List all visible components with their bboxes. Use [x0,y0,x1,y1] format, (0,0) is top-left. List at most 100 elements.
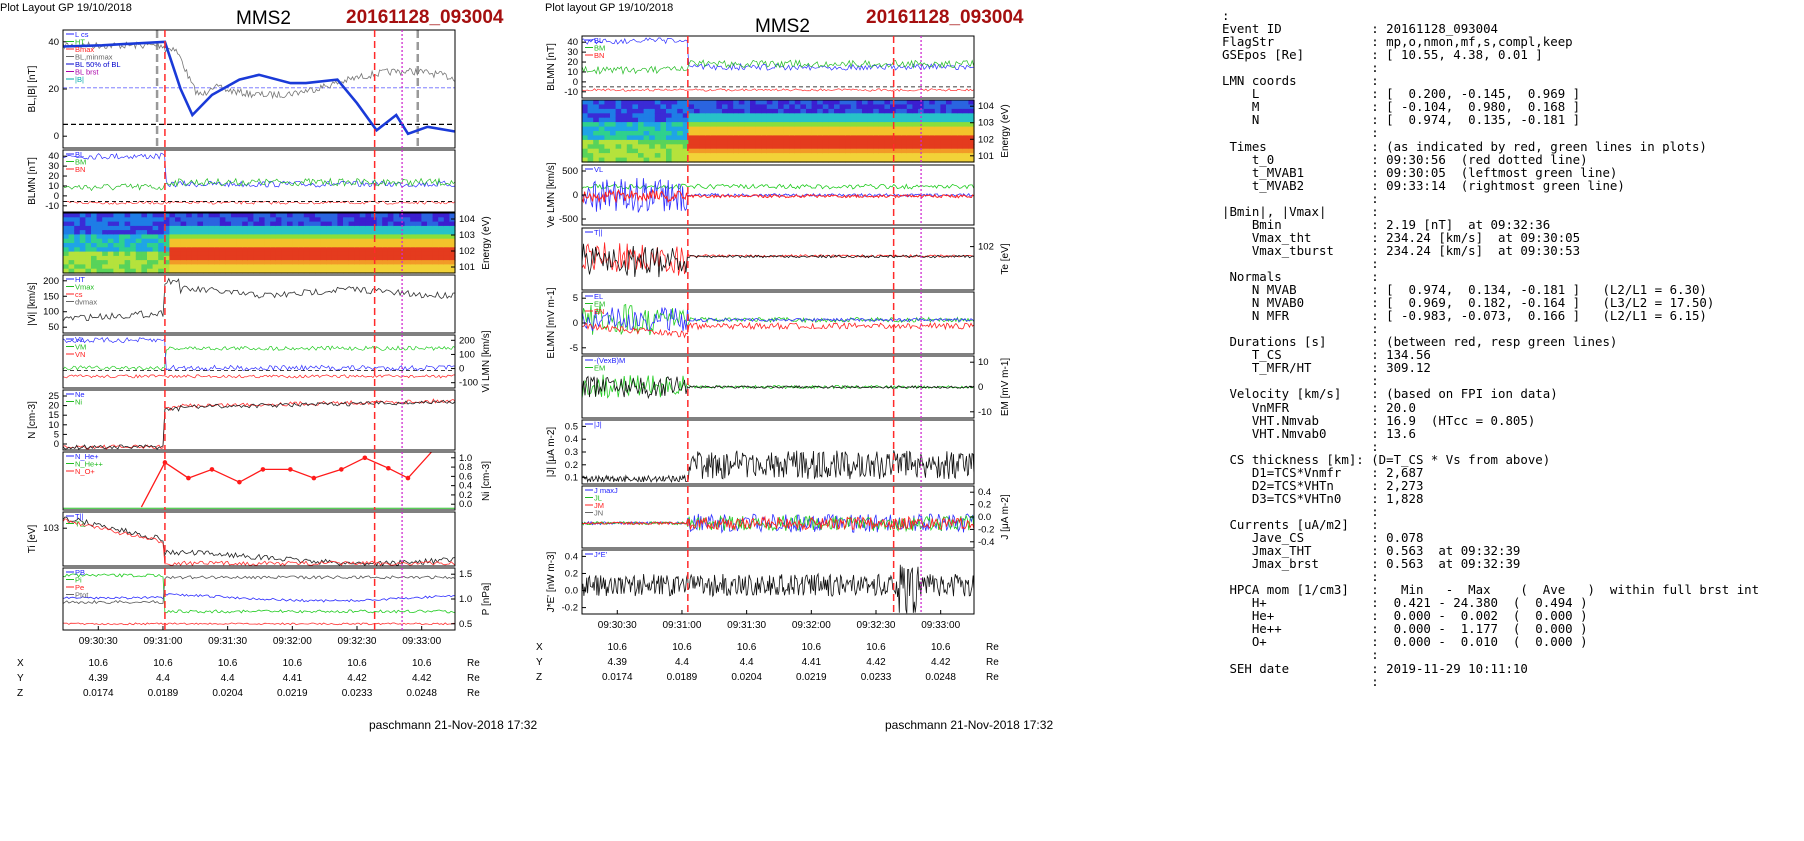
y-tick-label: -0.4 [978,537,994,548]
panel-frame [62,29,456,149]
panel-frame [62,274,456,334]
summary-line: : [1222,60,1379,76]
summary-line: N MFR : [ -0.983, -0.073, 0.166 ] (L2/L1… [1222,308,1707,324]
x-tick-label: 09:32:00 [792,620,831,631]
orbit-value: 10.6 [153,658,173,669]
he-pp-point [311,475,317,481]
he-pp-point [405,475,411,481]
summary-line: Bmin : 2.19 [nT] at 09:32:36 [1222,216,1551,232]
bn-line [581,88,975,92]
summary-line: H+ : 0.421 - 24.380 ( 0.494 ) [1222,595,1588,611]
panel-frame [581,35,975,99]
ti-perp-line [62,518,456,567]
right-spacecraft-title: MMS2 [755,16,810,37]
y-tick-label: 20 [48,171,59,182]
event-summary: : Event ID : 20161128_093004 FlagStr : mp,… [1222,8,1800,808]
summary-line: : [1222,647,1379,663]
summary-line: : [1222,190,1379,206]
y-tick-label: 5 [54,429,59,440]
he-pp-point [237,479,242,485]
he-pp-point [260,467,266,472]
summary-line: T_CS : 134.56 [1222,347,1431,363]
legend-label: Pi [75,576,82,585]
orbit-value: 10.6 [802,642,822,653]
orbit-value: 0.0174 [602,672,633,683]
y-tick-label: 102 [459,246,475,257]
orbit-value: 10.6 [672,642,692,653]
legend-label: BL [594,36,603,45]
summary-line: CS thickness [km]: (D=T_CS * Vs from abo… [1222,451,1551,467]
summary-line: D3=TCS*VHTn0 : 1,828 [1222,490,1424,506]
summary-line: : [1222,438,1379,454]
orbit-value: 0.0204 [731,672,762,683]
panel-frame [62,334,456,389]
y-axis-label: J [μA m-2] [1000,494,1011,539]
summary-line: Times : (as indicated by red, green line… [1222,138,1707,154]
summary-line: Jmax_THT : 0.563 at 09:32:39 [1222,543,1521,559]
orbit-value: 0.0219 [277,688,308,699]
y-axis-label: J*E' [nW m-3] [546,551,557,612]
vn-line [581,188,975,204]
y-tick-label: 0 [573,190,578,201]
summary-line: t_MVAB2 : 09:33:14 (rightmost green line… [1222,177,1625,193]
legend-label: T⊥ [75,520,87,529]
orbit-value: 4.42 [931,657,951,668]
summary-line: Vmax_tht : 234.24 [km/s] at 09:30:05 [1222,229,1581,245]
orbit-value: 0.0204 [212,688,243,699]
y-axis-label: Vi LMN [km/s] [481,330,492,392]
summary-line: Event ID : 20161128_093004 [1222,21,1499,37]
y-axis-label: BLMN [nT] [546,43,557,91]
y-tick-label: 200 [43,276,59,287]
summary-line: Normals : [1222,269,1379,284]
orbit-value: 4.4 [740,657,754,668]
pi-line [62,575,456,605]
legend-label: VM [75,343,86,352]
j-mag-line [582,450,975,484]
legend-label: BL [75,150,84,159]
y-tick-label: 0 [459,364,464,375]
legend-label: -(VexB)M [594,356,625,365]
vexb-line [581,375,975,400]
y-tick-label: 0.2 [565,568,578,579]
orbit-unit: Re [986,672,999,683]
y-tick-label: 0.5 [565,421,578,432]
summary-line: Durations [s] : (between red, resp green… [1222,334,1618,350]
legend-label: JL [594,494,602,503]
summary-line: N MVAB : [ 0.974, 0.134, -0.181 ] (L2/L1… [1222,282,1707,298]
x-tick-label: 09:31:30 [727,620,766,631]
y-axis-label: |Vi| [km/s] [27,282,38,326]
summary-line: Jmax_brst : 0.563 at 09:32:39 [1222,556,1521,572]
summary-line: : [1222,569,1379,585]
orbit-row-label: X [536,642,543,653]
legend-label: |B| [75,75,84,84]
he-pp-point [186,475,191,481]
summary-line: LMN coords : [1222,73,1379,89]
summary-line: t_0 : 09:30:56 (red dotted line) [1222,151,1588,167]
bm-line [62,177,456,192]
y-tick-label: 10 [48,420,59,431]
orbit-value: 0.0174 [83,688,114,699]
x-tick-label: 09:31:30 [208,636,247,647]
y-tick-label: 10 [978,357,989,368]
summary-line: t_MVAB1 : 09:30:05 (leftmost green line) [1222,164,1618,180]
panel-frame [581,227,975,291]
legend-label: N_He++ [75,460,104,469]
panel-frame [62,149,456,213]
y-tick-label: 101 [978,151,994,162]
vi-line [62,277,456,322]
orbit-value: 0.0189 [148,688,179,699]
orbit-unit: Re [467,673,480,684]
orbit-row-label: Z [536,672,542,683]
panel-frame [62,451,456,511]
orbit-value: 10.6 [866,642,886,653]
y-tick-label: 103 [978,118,994,129]
summary-line: VnMFR : 20.0 [1222,399,1416,415]
panel-frame [62,511,456,567]
y-tick-label: 103 [43,523,59,534]
y-tick-label: 30 [48,161,59,172]
te-perp-line [581,242,975,276]
summary-line: : [1222,8,1230,23]
orbit-unit: Re [986,642,999,653]
y-tick-label: -10 [978,407,992,418]
